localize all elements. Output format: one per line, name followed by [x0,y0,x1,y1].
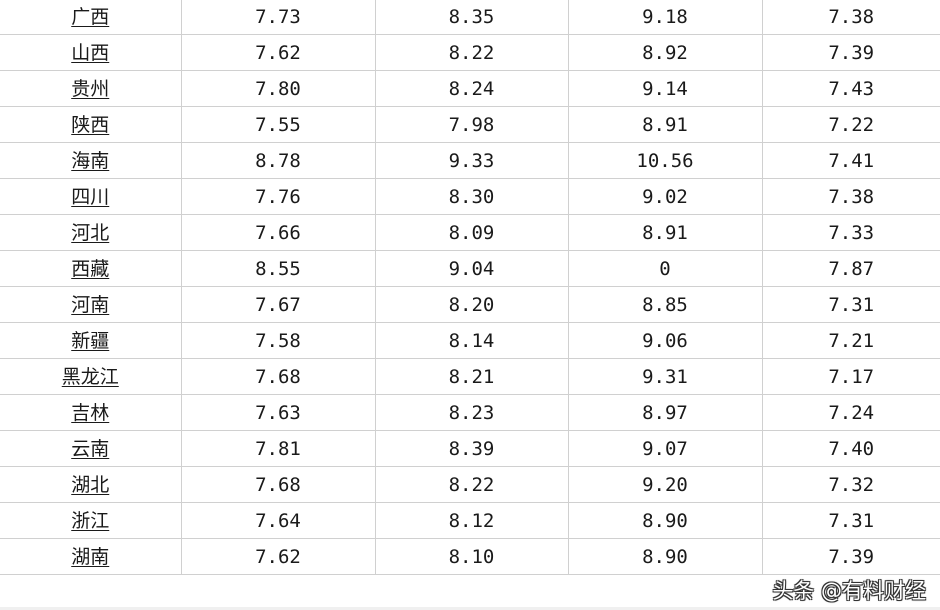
table-row: 新疆 7.58 8.14 9.06 7.21 [0,322,940,359]
value-cell[interactable]: 7.22 [761,106,940,143]
table-row: 湖南 7.62 8.10 8.90 7.39 [0,538,940,575]
value-cell[interactable]: 8.91 [567,214,763,251]
value-cell[interactable]: 7.64 [180,502,376,539]
province-link[interactable]: 贵州 [0,70,182,107]
table-row: 山西 7.62 8.22 8.92 7.39 [0,34,940,71]
table-row: 贵州 7.80 8.24 9.14 7.43 [0,70,940,107]
value-cell[interactable]: 8.24 [374,70,569,107]
value-cell[interactable]: 8.39 [374,430,569,467]
value-cell[interactable]: 9.20 [567,466,763,503]
province-link[interactable]: 新疆 [0,322,182,359]
table-row: 广西 7.73 8.35 9.18 7.38 [0,0,940,35]
bottom-scroll-strip [0,607,940,610]
value-cell[interactable]: 8.12 [374,502,569,539]
value-cell[interactable]: 9.14 [567,70,763,107]
value-cell[interactable]: 8.90 [567,538,763,575]
table-row: 陕西 7.55 7.98 8.91 7.22 [0,106,940,143]
province-link[interactable]: 湖南 [0,538,182,575]
value-cell[interactable]: 8.20 [374,286,569,323]
value-cell[interactable]: 8.91 [567,106,763,143]
value-cell[interactable]: 7.67 [180,286,376,323]
watermark: 头条 @有料财经 [772,579,926,603]
value-cell[interactable]: 7.39 [761,538,940,575]
value-cell[interactable]: 7.63 [180,394,376,431]
table-row: 黑龙江 7.68 8.21 9.31 7.17 [0,358,940,395]
value-cell[interactable]: 7.62 [180,34,376,71]
value-cell[interactable]: 7.87 [761,250,940,287]
value-cell[interactable]: 7.31 [761,502,940,539]
value-cell[interactable]: 7.17 [761,358,940,395]
value-cell[interactable]: 9.07 [567,430,763,467]
value-cell[interactable]: 9.33 [374,142,569,179]
value-cell[interactable]: 7.31 [761,286,940,323]
value-cell[interactable]: 8.97 [567,394,763,431]
value-cell[interactable]: 10.56 [567,142,763,179]
value-cell[interactable]: 0 [567,250,763,287]
table-row: 河南 7.67 8.20 8.85 7.31 [0,286,940,323]
value-cell[interactable]: 8.30 [374,178,569,215]
province-link[interactable]: 西藏 [0,250,182,287]
value-cell[interactable]: 9.04 [374,250,569,287]
province-link[interactable]: 陕西 [0,106,182,143]
table-row: 云南 7.81 8.39 9.07 7.40 [0,430,940,467]
value-cell[interactable]: 7.55 [180,106,376,143]
value-cell[interactable]: 7.80 [180,70,376,107]
value-cell[interactable]: 9.31 [567,358,763,395]
value-cell[interactable]: 7.81 [180,430,376,467]
value-cell[interactable]: 8.22 [374,34,569,71]
province-link[interactable]: 河南 [0,286,182,323]
province-link[interactable]: 广西 [0,0,182,35]
province-link[interactable]: 海南 [0,142,182,179]
value-cell[interactable]: 8.23 [374,394,569,431]
value-cell[interactable]: 7.41 [761,142,940,179]
table-row: 吉林 7.63 8.23 8.97 7.24 [0,394,940,431]
province-link[interactable]: 云南 [0,430,182,467]
value-cell[interactable]: 7.32 [761,466,940,503]
table-row: 湖北 7.68 8.22 9.20 7.32 [0,466,940,503]
table-row: 河北 7.66 8.09 8.91 7.33 [0,214,940,251]
value-cell[interactable]: 7.39 [761,34,940,71]
value-cell[interactable]: 7.66 [180,214,376,251]
value-cell[interactable]: 9.06 [567,322,763,359]
value-cell[interactable]: 7.58 [180,322,376,359]
province-link[interactable]: 浙江 [0,502,182,539]
value-cell[interactable]: 9.18 [567,0,763,35]
value-cell[interactable]: 7.21 [761,322,940,359]
value-cell[interactable]: 8.09 [374,214,569,251]
value-cell[interactable]: 7.40 [761,430,940,467]
value-cell[interactable]: 8.90 [567,502,763,539]
spreadsheet-table: 广西 7.73 8.35 9.18 7.38 山西 7.62 8.22 8.92 7.39 贵州 7.… [0,0,940,575]
table-row: 浙江 7.64 8.12 8.90 7.31 [0,502,940,539]
value-cell[interactable]: 8.92 [567,34,763,71]
table-row: 四川 7.76 8.30 9.02 7.38 [0,178,940,215]
value-cell[interactable]: 8.78 [180,142,376,179]
value-cell[interactable]: 8.35 [374,0,569,35]
province-link[interactable]: 河北 [0,214,182,251]
value-cell[interactable]: 7.62 [180,538,376,575]
value-cell[interactable]: 7.43 [761,70,940,107]
value-cell[interactable]: 8.22 [374,466,569,503]
province-link[interactable]: 吉林 [0,394,182,431]
province-link[interactable]: 四川 [0,178,182,215]
value-cell[interactable]: 7.98 [374,106,569,143]
value-cell[interactable]: 9.02 [567,178,763,215]
value-cell[interactable]: 7.38 [761,0,940,35]
value-cell[interactable]: 7.24 [761,394,940,431]
table-row: 西藏 8.55 9.04 0 7.87 [0,250,940,287]
value-cell[interactable]: 7.73 [180,0,376,35]
value-cell[interactable]: 7.68 [180,358,376,395]
province-link[interactable]: 黑龙江 [0,358,182,395]
province-link[interactable]: 湖北 [0,466,182,503]
value-cell[interactable]: 8.55 [180,250,376,287]
table-row: 海南 8.78 9.33 10.56 7.41 [0,142,940,179]
value-cell[interactable]: 7.76 [180,178,376,215]
value-cell[interactable]: 7.38 [761,178,940,215]
value-cell[interactable]: 8.14 [374,322,569,359]
province-link[interactable]: 山西 [0,34,182,71]
value-cell[interactable]: 8.21 [374,358,569,395]
value-cell[interactable]: 8.85 [567,286,763,323]
value-cell[interactable]: 7.68 [180,466,376,503]
value-cell[interactable]: 7.33 [761,214,940,251]
value-cell[interactable]: 8.10 [374,538,569,575]
